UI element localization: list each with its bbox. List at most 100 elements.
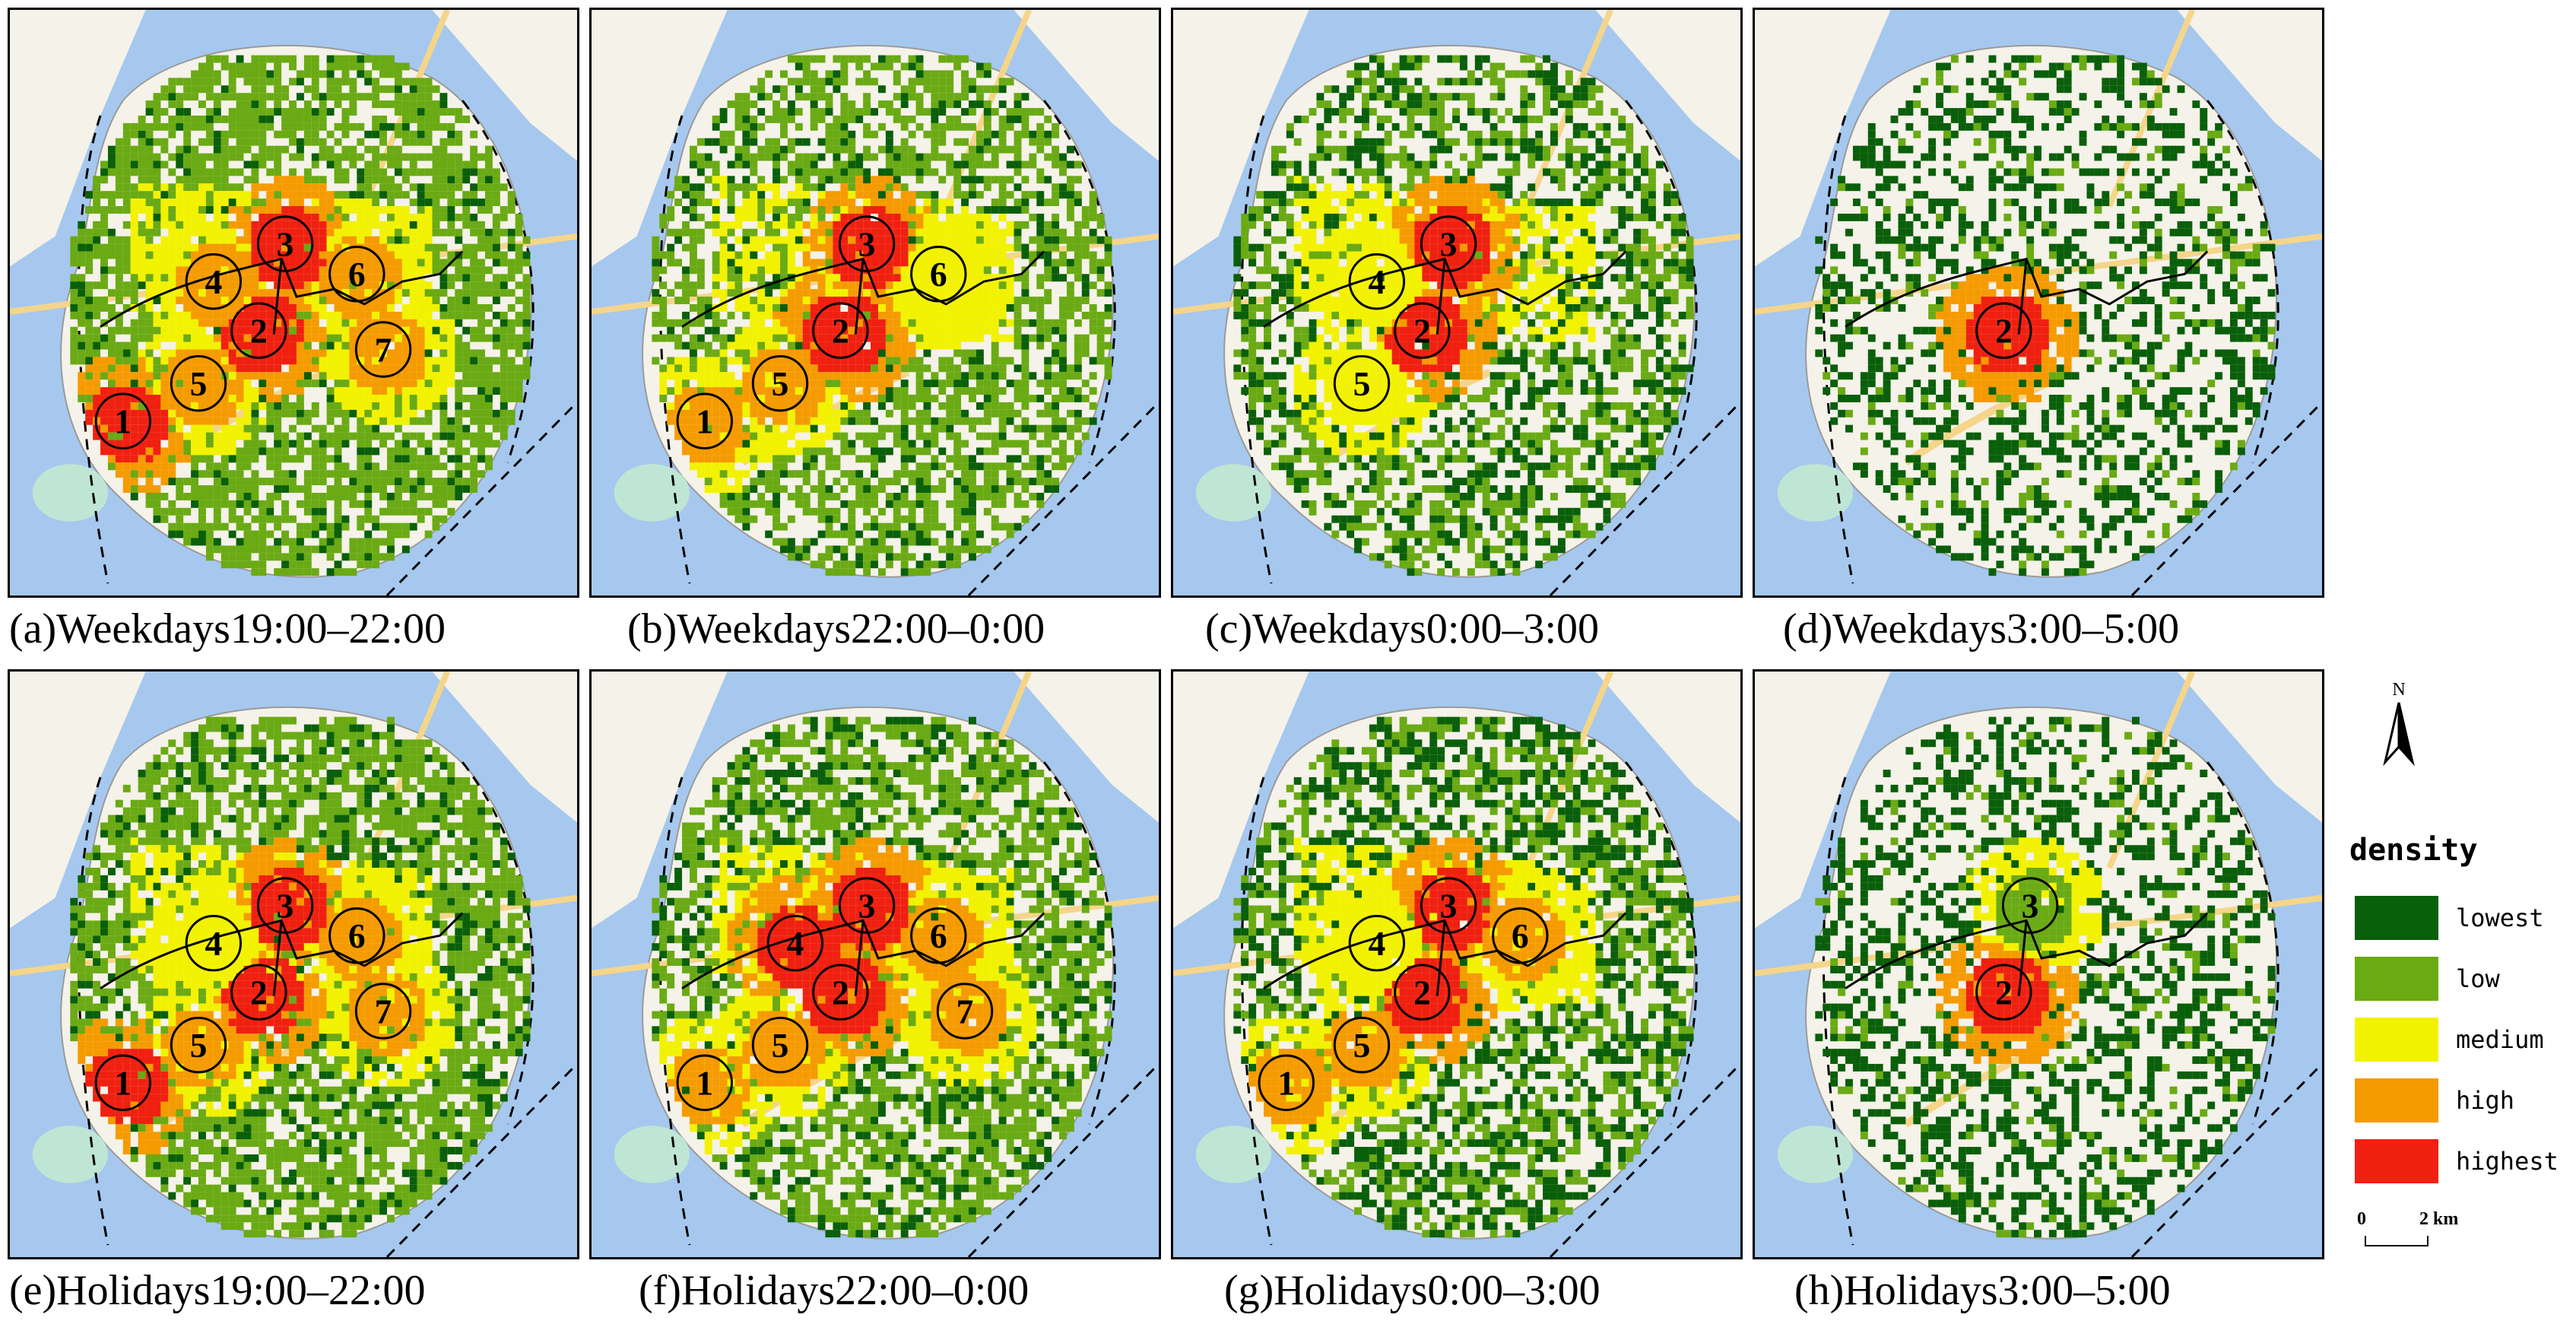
density-cell — [334, 379, 342, 388]
density-cell — [266, 341, 274, 350]
hotspot-circle — [94, 392, 152, 449]
density-cell — [447, 108, 455, 116]
density-cell — [682, 176, 690, 184]
density-cell — [274, 243, 282, 252]
density-cell — [251, 206, 259, 214]
density-cell — [946, 251, 954, 259]
density-cell — [228, 424, 236, 433]
density-cell — [780, 243, 788, 252]
density-cell — [341, 387, 350, 395]
density-cell — [470, 153, 478, 161]
density-cell — [289, 206, 297, 214]
density-cell — [311, 297, 319, 304]
density-cell — [477, 266, 485, 275]
density-cell — [251, 289, 259, 297]
density-cell — [1052, 122, 1060, 131]
density-cell — [871, 289, 878, 297]
density-cell — [274, 160, 282, 169]
density-cell — [289, 470, 297, 478]
density-cell — [885, 213, 893, 221]
density-cell — [998, 432, 1007, 440]
density-cell — [1029, 191, 1037, 199]
density-cell — [326, 259, 335, 267]
density-cell — [409, 108, 417, 116]
density-cell — [326, 70, 335, 78]
density-cell — [833, 228, 841, 237]
density-cell — [893, 70, 901, 78]
density-cell — [863, 417, 871, 425]
density-cell — [251, 334, 259, 342]
density-cell — [439, 281, 448, 290]
density-cell — [153, 357, 161, 365]
density-cell — [289, 259, 297, 267]
density-cell — [372, 55, 380, 63]
density-cell — [266, 303, 274, 312]
density-cell — [289, 289, 297, 297]
density-cell — [78, 236, 86, 244]
density-cell — [863, 432, 871, 440]
density-cell — [100, 364, 108, 373]
density-cell — [191, 221, 199, 229]
density-cell — [969, 213, 976, 221]
density-cell — [357, 326, 365, 335]
density-cell — [840, 115, 849, 123]
density-cell — [183, 311, 192, 319]
density-cell — [303, 372, 312, 380]
density-cell — [863, 168, 871, 176]
density-cell — [1014, 115, 1022, 123]
density-cell — [1104, 236, 1112, 244]
density-cell — [372, 485, 380, 493]
density-cell — [795, 379, 803, 388]
density-cell — [1021, 372, 1029, 380]
density-cell — [357, 447, 365, 456]
density-cell — [833, 259, 841, 267]
density-cell — [953, 213, 962, 221]
density-cell — [205, 266, 214, 275]
density-cell — [228, 349, 236, 357]
density-cell — [885, 297, 893, 304]
density-cell — [122, 145, 131, 154]
density-cell — [145, 357, 154, 365]
density-cell — [1006, 243, 1014, 252]
density-cell — [220, 191, 229, 199]
density-cell — [357, 281, 365, 290]
density-cell — [228, 478, 236, 486]
density-cell — [228, 168, 236, 176]
density-cell — [424, 349, 433, 357]
density-cell — [817, 357, 826, 365]
density-cell — [477, 364, 485, 373]
density-cell — [825, 387, 833, 395]
density-cell — [417, 168, 425, 176]
density-cell — [871, 236, 878, 244]
density-cell — [303, 176, 312, 184]
density-cell — [492, 334, 500, 342]
density-cell — [266, 492, 274, 500]
density-cell — [394, 500, 402, 508]
density-cell — [674, 387, 683, 395]
density-cell — [439, 447, 448, 456]
density-cell — [303, 85, 312, 94]
density-cell — [696, 417, 705, 425]
density-cell — [719, 447, 728, 456]
density-cell — [417, 311, 425, 319]
density-cell — [341, 259, 350, 267]
density-cell — [251, 424, 259, 433]
density-cell — [130, 395, 138, 402]
density-cell — [908, 402, 916, 410]
density-cell — [817, 341, 826, 350]
density-cell — [296, 395, 304, 402]
density-cell — [696, 432, 705, 440]
density-cell — [757, 432, 766, 440]
density-cell — [107, 372, 116, 380]
density-cell — [734, 108, 743, 116]
density-cell — [946, 372, 954, 380]
density-cell — [394, 470, 402, 478]
density-cell — [432, 259, 440, 267]
density-cell — [1059, 160, 1067, 169]
density-cell — [311, 221, 319, 229]
density-cell — [712, 289, 720, 297]
density-cell — [93, 372, 101, 380]
density-cell — [289, 62, 297, 71]
density-cell — [281, 108, 290, 116]
density-cell — [198, 266, 206, 275]
